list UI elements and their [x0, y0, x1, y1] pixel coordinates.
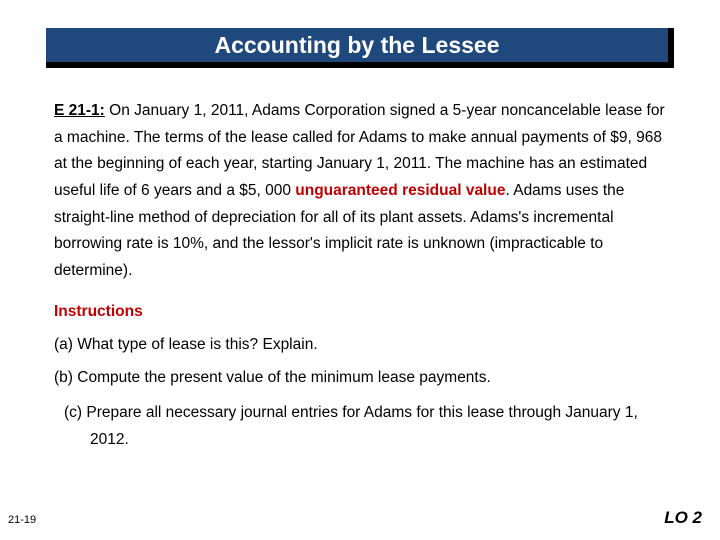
instructions-heading: Instructions: [54, 303, 672, 321]
instruction-b: (b) Compute the present value of the min…: [54, 366, 672, 389]
learning-objective: LO 2: [664, 508, 702, 528]
page-number: 21-19: [8, 514, 36, 526]
slide-title: Accounting by the Lessee: [214, 32, 499, 59]
title-bar-shadow: Accounting by the Lessee: [46, 28, 674, 68]
problem-highlight: unguaranteed residual value: [295, 182, 505, 199]
instruction-a: (a) What type of lease is this? Explain.: [54, 333, 672, 356]
problem-paragraph: E 21-1: On January 1, 2011, Adams Corpor…: [54, 98, 672, 285]
title-bar: Accounting by the Lessee: [46, 28, 668, 62]
problem-label: E 21-1:: [54, 102, 105, 119]
slide-content: E 21-1: On January 1, 2011, Adams Corpor…: [54, 98, 672, 463]
instruction-c: (c) Prepare all necessary journal entrie…: [54, 399, 672, 453]
